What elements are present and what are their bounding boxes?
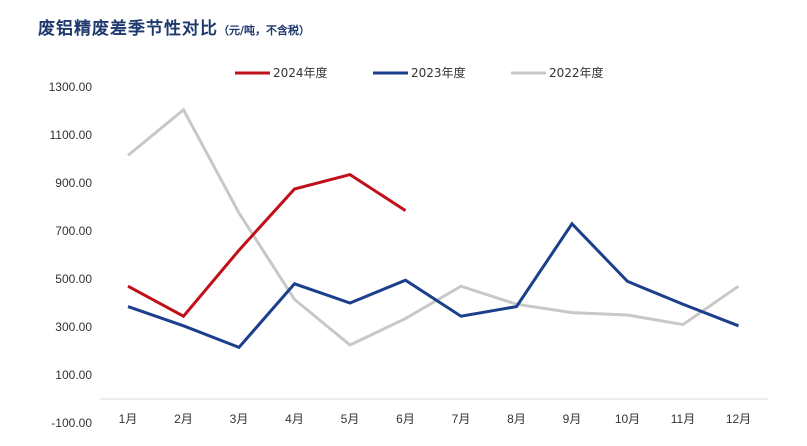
x-axis: 1月 2月 3月 4月 5月 6月 7月 8月 9月 10月 11月 12月 <box>100 398 768 426</box>
legend-label-2023: 2023年度 <box>411 65 466 80</box>
chart-title-main: 废铝精废差季节性对比 <box>38 19 218 39</box>
chart-legend: 2024年度 2023年度 2022年度 <box>235 65 604 80</box>
x-tick-label: 9月 <box>563 412 582 426</box>
series-line-2022 <box>127 107 740 347</box>
legend-label-2022: 2022年度 <box>549 65 604 80</box>
series-line-2023 <box>127 221 740 350</box>
x-tick-label: 11月 <box>671 412 695 426</box>
y-tick-label: 500.00 <box>55 272 92 286</box>
x-tick-label: 3月 <box>230 412 249 426</box>
x-tick-label: 2月 <box>174 412 193 426</box>
y-tick-label: 900.00 <box>55 176 92 190</box>
y-tick-label: -100.00 <box>51 416 92 430</box>
chart-subtitle: （元/吨，不含税） <box>218 24 311 37</box>
x-tick-label: 5月 <box>341 412 360 426</box>
x-tick-label: 6月 <box>396 412 415 426</box>
series-group <box>127 107 740 350</box>
legend-label-2024: 2024年度 <box>273 65 328 80</box>
y-tick-label: 300.00 <box>55 320 92 334</box>
x-tick-label: 7月 <box>452 412 471 426</box>
y-tick-label: 700.00 <box>55 224 92 238</box>
y-tick-label: 1100.00 <box>50 128 93 142</box>
y-axis: -100.00 100.00 300.00 500.00 700.00 900.00 110… <box>49 80 93 430</box>
chart-title: 废铝精废差季节性对比（元/吨，不含税） <box>38 14 310 39</box>
x-tick-label: 4月 <box>285 412 304 426</box>
y-tick-label: 1300.00 <box>49 80 93 94</box>
x-tick-label: 8月 <box>507 412 526 426</box>
x-tick-label: 1月 <box>119 412 138 426</box>
x-tick-label: 12月 <box>726 412 751 426</box>
x-tick-label: 10月 <box>615 412 640 426</box>
series-line-2024 <box>127 172 407 319</box>
y-tick-label: 100.00 <box>55 368 92 382</box>
